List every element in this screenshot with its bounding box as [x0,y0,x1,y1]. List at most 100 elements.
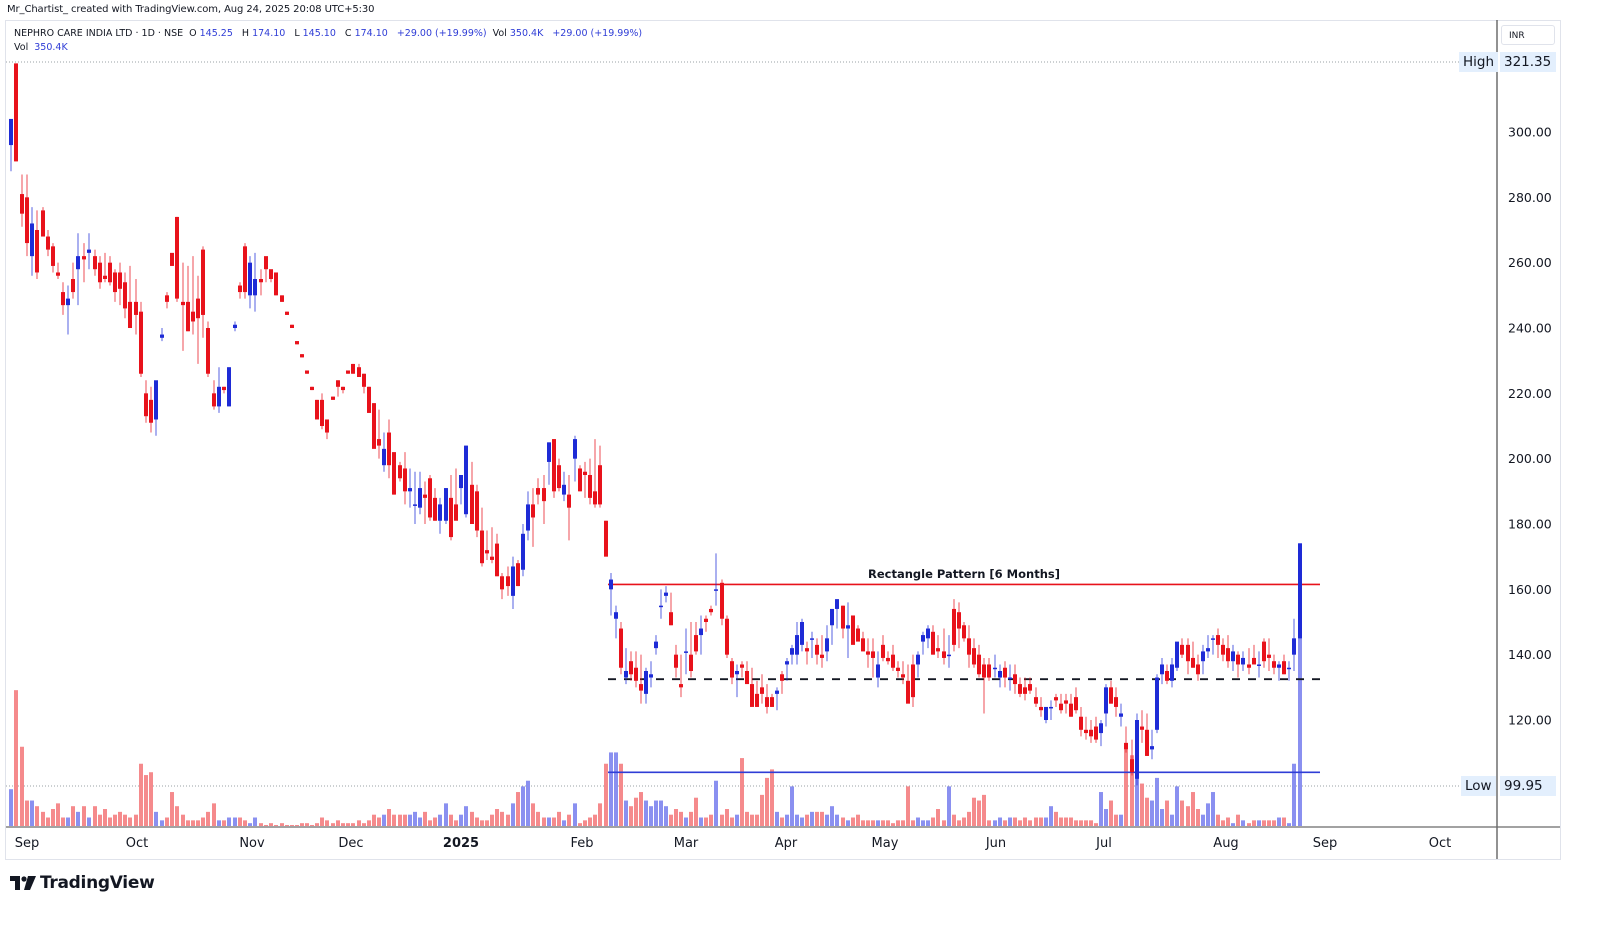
volume-bar [1216,814,1220,826]
volume-bar [649,806,653,826]
volume-bar [160,820,164,826]
volume-bar [967,811,971,826]
candle-body [871,651,875,658]
volume-bar [659,800,663,826]
candle-body [1023,687,1027,694]
volume-bar [790,786,794,826]
volume-bar [1023,817,1027,826]
volume-bar [699,817,703,826]
volume-bar [201,817,205,826]
candle-body [418,488,422,508]
candle-body [921,635,925,642]
volume-bar [526,780,530,826]
volume-bar [947,786,951,826]
candle-body [1069,703,1073,717]
candle-body [1074,697,1078,711]
volume-bar [243,820,247,826]
volume-bar [936,809,940,826]
volume-bar [942,820,946,826]
candle-body [531,504,535,518]
low-tag-value: 99.95 [1500,776,1556,796]
volume-bar [795,814,799,826]
tradingview-logo[interactable]: TradingView [10,873,155,893]
volume-bar [755,814,759,826]
volume-bar [664,806,668,826]
volume-bar [1119,814,1123,826]
candle-body [280,295,284,302]
time-tick-label: Mar [674,836,699,851]
candle-body [25,197,29,244]
volume-bar [144,775,148,826]
volume-bar [1241,820,1245,826]
candle-body [398,465,402,479]
candle-body [367,386,371,413]
time-tick-label: Aug [1213,836,1238,851]
volume-bar [154,811,158,826]
volume-bar [428,820,432,826]
time-axis[interactable]: Sep Oct Nov Dec 2025 Feb Mar Apr May Jun Jul Aug Sep… [15,836,1452,851]
candle-body [51,246,55,266]
candle-body [196,298,200,319]
candle-body [730,661,734,678]
candle-body [444,488,448,521]
volume-bar [170,792,174,826]
candle-body [76,256,80,270]
candle-body [175,216,179,299]
volume-bar [644,800,648,826]
annotation-lines[interactable] [608,583,1320,774]
symbol-name[interactable]: NEPHRO CARE INDIA LTD · 1D · NSE [14,28,184,39]
candle-body [1191,657,1195,668]
candle-body [684,651,688,653]
time-tick-label: 2025 [443,836,479,851]
volume-bar [1150,800,1154,826]
candle-body [1155,677,1159,730]
volume-bar [1094,823,1098,826]
volume-bar [1175,786,1179,826]
candle-body [506,576,510,587]
candle-body [557,465,561,489]
candle-body [346,370,350,374]
candle-body [654,641,658,649]
candle-body [1247,664,1251,668]
candle-body [61,292,65,306]
candle-body [604,520,608,557]
volume-bar [35,806,39,826]
candle-body [1089,729,1093,737]
candle-body [1079,716,1083,730]
candle-body [856,628,860,642]
candle-body [1252,657,1256,665]
candle-body [259,279,263,283]
candle-body [1140,726,1144,730]
volume-bar [1170,814,1174,826]
volume-bar [438,814,442,826]
price-axis[interactable]: 120.00 140.00 160.00 180.00 200.00 220.00 240.… [1508,125,1552,728]
candle-body [516,563,520,587]
volume-bar [320,817,324,826]
candle-body [454,504,458,521]
volume-bar [408,814,412,826]
candle-body [295,341,299,345]
volume-indicator-label[interactable]: Vol [14,42,29,53]
volume-bar [1059,817,1063,826]
volume-bar [619,763,623,826]
volume-bar [684,817,688,826]
volume-bar [310,825,314,826]
volume-bar [830,806,834,826]
volume-bar [709,814,713,826]
time-tick-label: Oct [1429,836,1451,851]
candle-body [1114,697,1118,707]
candle-body [962,625,966,639]
candle-body [1145,729,1149,756]
volume-bar [233,817,237,826]
candle-body [495,543,499,577]
volume-bar [454,820,458,826]
candle-body [351,363,355,374]
volume-bar [66,817,70,826]
candle-body [1277,664,1281,668]
currency-button[interactable]: INR [1501,25,1555,45]
price-tick-label: 180.00 [1508,517,1552,532]
volume-bar [392,814,396,826]
candle-body [191,311,195,322]
volume-bar [238,817,242,826]
